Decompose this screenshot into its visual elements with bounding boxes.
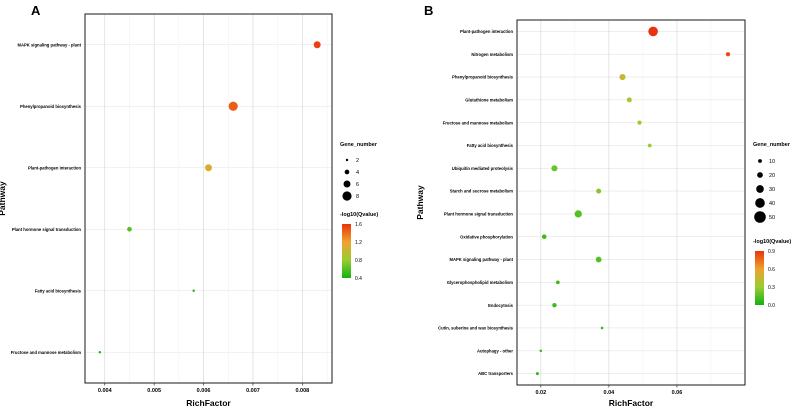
data-point[interactable] (552, 302, 557, 308)
data-point[interactable] (541, 234, 547, 240)
legend-size-title: Gene_number (753, 142, 791, 148)
data-point[interactable] (98, 351, 102, 354)
data-point[interactable] (555, 280, 560, 285)
legend-size-circle (757, 172, 763, 178)
legend-size-label: 50 (769, 215, 775, 221)
data-point[interactable] (192, 289, 195, 292)
legend-size-label: 4 (356, 170, 359, 176)
category-label: Starch and sucrose metabolism (450, 189, 514, 194)
legend-color-bar (342, 224, 351, 278)
data-point[interactable] (725, 52, 731, 57)
data-point[interactable] (648, 26, 658, 37)
legend-color-tick-label: 0.9 (768, 249, 775, 255)
category-label: Fatty acid biosynthesis (467, 143, 514, 148)
legend-color-title: -log10(Qvalue) (340, 212, 378, 218)
category-label: Fructose and mannose metabolism (11, 350, 82, 355)
data-point[interactable] (551, 165, 558, 172)
x-axis-title: RichFactor (186, 398, 231, 408)
category-label: Ubiquitin mediated proteolysis (452, 166, 514, 171)
legend-color-tick-label: 0.6 (768, 267, 775, 273)
plot-area (85, 14, 332, 383)
legend-color-bar (755, 251, 764, 305)
category-label: Fructose and mannose metabolism (443, 120, 514, 125)
plot-border (516, 19, 746, 386)
legend-size-circle (758, 159, 762, 163)
category-label: Autophagy - other (477, 348, 513, 353)
data-point[interactable] (539, 349, 543, 353)
legend-size-circle (755, 198, 765, 208)
legend-size-circle (342, 191, 352, 201)
x-tick-label: 0.02 (535, 390, 546, 396)
data-point[interactable] (619, 73, 626, 81)
plot-area (517, 20, 745, 385)
x-tick-label: 0.004 (98, 388, 113, 394)
data-point[interactable] (228, 101, 238, 111)
legend-color-tick-label: 0.0 (768, 303, 775, 309)
legend-size-circle (344, 169, 350, 175)
y-axis-title: Pathway (415, 185, 425, 220)
category-label: Fatty acid biosynthesis (35, 288, 82, 293)
legend-size-label: 40 (769, 201, 775, 207)
category-label: Glutathione metabolism (465, 97, 513, 102)
x-tick-label: 0.005 (147, 388, 161, 394)
legend-size-label: 20 (769, 173, 775, 179)
category-label: ABC transporters (478, 371, 514, 376)
category-label: Oxidative phosphorylation (460, 234, 513, 239)
data-point[interactable] (574, 210, 582, 218)
panel-a: 0.004 0.005 0.006 0.007 0.008 MAPK signaling … (0, 13, 378, 408)
data-point[interactable] (595, 256, 602, 263)
chart-panel-a: 0.004 0.005 0.006 0.007 0.008 MAPK signaling … (0, 13, 378, 408)
panel-b: 0.02 0.04 0.06 Plant-pathogen interaction Ni… (405, 0, 797, 411)
legend-size-label: 30 (769, 187, 775, 193)
x-tick-label: 0.008 (295, 388, 309, 394)
category-label: Cutin, suberine and wax biosynthesis (438, 326, 514, 331)
data-point[interactable] (600, 326, 604, 330)
plot-border (84, 13, 333, 384)
legend-size-label: 6 (356, 182, 359, 188)
chart-panel-b: 0.02 0.04 0.06 Plant-pathogen interaction Ni… (415, 19, 791, 408)
category-label: Endocytosis (488, 303, 514, 308)
category-label: Plant hormone signal transduction (12, 227, 82, 232)
legend-color-tick-label: 1.6 (355, 222, 362, 228)
legend-color-title: -log10(Qvalue) (753, 239, 791, 245)
legend-size-title: Gene_number (340, 142, 378, 148)
category-label: Glycerophospholipid metabolism (447, 280, 514, 285)
category-label: Nitrogen metabolism (471, 52, 513, 57)
panel-b-label: B (424, 3, 434, 18)
legend-size-circle (756, 185, 764, 193)
x-tick-label: 0.006 (197, 388, 211, 394)
legend-size-label: 2 (356, 158, 359, 164)
legend-color-tick-label: 0.8 (355, 258, 362, 264)
legend-size-label: 10 (769, 159, 775, 165)
data-point[interactable] (205, 164, 212, 172)
data-point[interactable] (313, 41, 321, 49)
legend-size-label: 8 (356, 194, 359, 200)
legend-size-circle (754, 211, 766, 223)
legend-size-circle (343, 180, 351, 188)
category-label: Phenylpropanoid biosynthesis (20, 104, 82, 109)
panel-a-label: A (31, 3, 41, 18)
category-label: MAPK signaling pathway - plant (17, 42, 81, 47)
data-point[interactable] (626, 97, 632, 103)
category-label: MAPK signaling pathway - plant (449, 257, 513, 262)
data-point[interactable] (637, 120, 642, 125)
legend-color-tick-label: 0.3 (768, 285, 775, 291)
data-point[interactable] (596, 188, 602, 194)
x-tick-label: 0.04 (604, 390, 616, 396)
y-axis-title: Pathway (0, 181, 7, 216)
x-axis-title: RichFactor (609, 398, 654, 408)
legend-color-tick-label: 1.2 (355, 240, 362, 246)
x-tick-label: 0.06 (672, 390, 683, 396)
category-label: Phenylpropanoid biosynthesis (452, 75, 514, 80)
data-point[interactable] (647, 143, 652, 148)
category-label: Plant-pathogen interaction (460, 29, 513, 34)
legend-size-circle (345, 158, 349, 162)
data-point[interactable] (127, 226, 132, 232)
category-label: Plant hormone signal transduction (444, 212, 514, 217)
data-point[interactable] (535, 372, 539, 376)
category-label: Plant-pathogen interaction (28, 165, 81, 170)
x-tick-label: 0.007 (246, 388, 260, 394)
legend-color-tick-label: 0.4 (355, 276, 362, 282)
